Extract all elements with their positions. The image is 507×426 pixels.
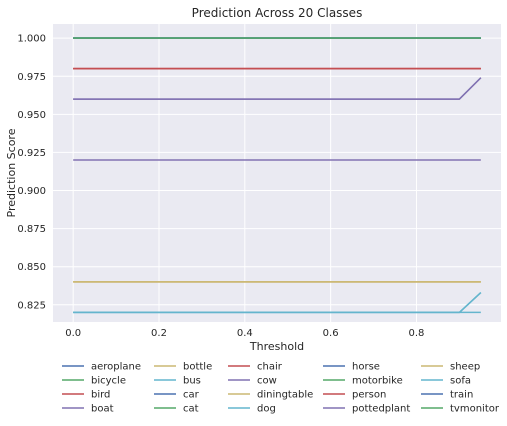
x-tick-label: 0.0 [65,328,81,339]
legend-item-sheep: sheep [421,362,480,373]
legend-item-motorbike: motorbike [323,376,403,387]
legend-item-horse: horse [323,362,380,373]
series-line-sofa [73,292,482,314]
y-axis-label: Prediction Score [5,128,18,217]
legend-label: pottedplant [352,404,410,415]
x-tick-label: 0.6 [323,328,339,339]
legend-item-cow: cow [228,376,277,387]
y-tick-label: 0.850 [17,262,46,273]
legend-label: train [450,390,473,401]
y-tick-label: 0.950 [17,110,46,121]
legend-label: bird [91,390,110,401]
legend-label: bicycle [91,376,126,387]
legend-label: chair [257,362,283,373]
axis-ticks: 0.0 0.2 0.4 0.6 0.8 0.825 0.850 0.875 0.900 0.925… [17,34,424,339]
legend-item-dog: dog [228,404,276,415]
chart-title: Prediction Across 20 Classes [192,6,363,20]
legend-item-sofa: sofa [421,376,471,387]
legend-item-car: car [154,390,200,401]
legend-label: boat [91,404,114,415]
legend-label: dog [257,404,276,415]
x-axis-label: Threshold [249,340,304,353]
legend-label: car [183,390,200,401]
legend-item-tvmonitor: tvmonitor [421,404,500,415]
legend-label: bottle [183,362,212,373]
legend-item-cat: cat [154,404,199,415]
legend-item-chair: chair [228,362,283,373]
y-tick-label: 0.825 [17,300,46,311]
x-tick-label: 0.4 [237,328,253,339]
legend-label: cow [257,376,277,387]
legend-label: sheep [450,362,480,373]
x-tick-label: 0.8 [409,328,425,339]
legend-label: cat [183,404,199,415]
legend-item-bicycle: bicycle [62,376,126,387]
y-tick-label: 0.925 [17,148,46,159]
grid-lines [53,24,501,322]
legend-item-bottle: bottle [154,362,212,373]
legend-item-pottedplant: pottedplant [323,404,410,415]
legend-item-aeroplane: aeroplane [62,362,141,373]
y-tick-label: 0.975 [17,72,46,83]
legend-label: tvmonitor [450,404,500,415]
legend-item-person: person [323,390,386,401]
x-tick-label: 0.2 [151,328,167,339]
legend-item-diningtable: diningtable [228,390,313,401]
legend-label: diningtable [257,390,313,401]
legend-label: person [352,390,386,401]
series-line-pottedplant [73,77,482,100]
y-tick-label: 0.900 [17,186,46,197]
plot-background [53,24,501,322]
legend: aeroplane bicycle bird boat bottle bus car cat c… [62,362,500,415]
legend-item-boat: boat [62,404,114,415]
legend-label: horse [352,362,380,373]
legend-item-bus: bus [154,376,201,387]
legend-label: bus [183,376,201,387]
legend-item-bird: bird [62,390,110,401]
legend-label: motorbike [352,376,403,387]
y-tick-label: 0.875 [17,224,46,235]
y-tick-label: 1.000 [17,34,46,45]
legend-item-train: train [421,390,473,401]
legend-label: sofa [450,376,471,387]
series-lines [73,37,482,314]
legend-label: aeroplane [91,362,141,373]
